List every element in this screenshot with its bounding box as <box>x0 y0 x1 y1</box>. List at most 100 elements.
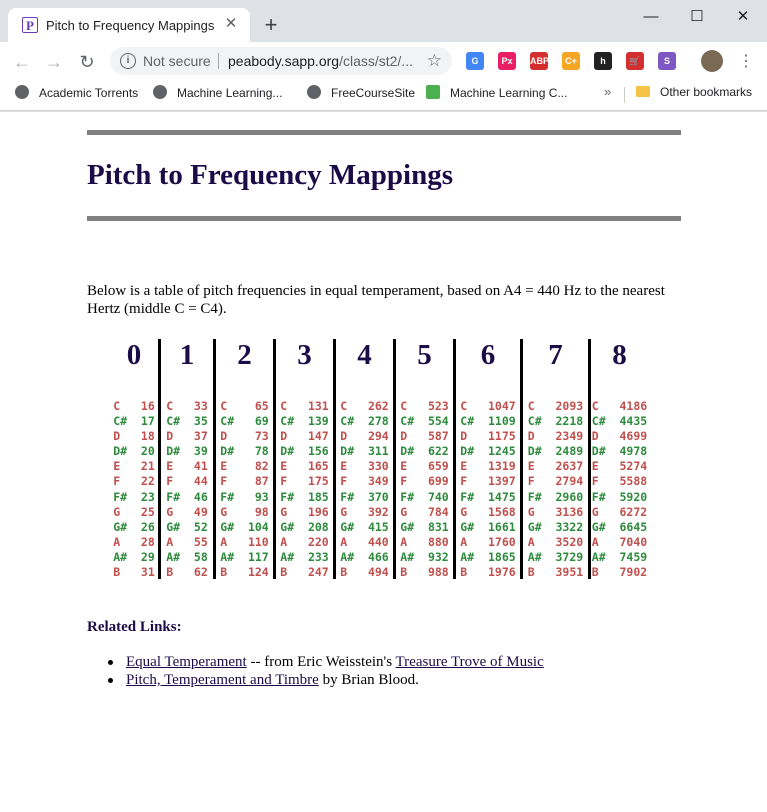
frequency-row: G 196 <box>280 504 329 519</box>
frequency-row: F# 5920 <box>591 489 648 504</box>
frequency-row: F# 370 <box>340 489 389 504</box>
browser-chrome: P Pitch to Frequency Mappings ✕ + — ☐ ✕ … <box>0 0 767 112</box>
frequency-row: B 124 <box>220 565 269 580</box>
avatar[interactable] <box>701 50 723 72</box>
bookmark-label: Other bookmarks <box>660 85 753 99</box>
bookmark-freecoursesite[interactable]: FreeCourseSite <box>307 85 415 100</box>
frequency-row: F# 740 <box>400 489 449 504</box>
forward-arrow-icon[interactable]: → <box>45 52 63 72</box>
new-tab-plus-icon[interactable]: + <box>264 12 278 37</box>
frequency-row: F 44 <box>166 474 208 489</box>
frequency-row: D 1175 <box>460 429 516 444</box>
address-bar[interactable]: i Not secure peabody.sapp.org/class/st2/… <box>110 47 452 75</box>
more-menu-icon[interactable]: ⋮ <box>738 53 754 70</box>
url-text[interactable]: peabody.sapp.org/class/st2/... <box>228 53 413 69</box>
frequency-row: A# 29 <box>113 549 155 564</box>
frequency-row: C 1047 <box>460 399 516 413</box>
frequency-row: D 294 <box>340 429 389 444</box>
address-separator <box>218 53 219 69</box>
frequency-row: G# 3322 <box>527 519 584 534</box>
frequency-row: A# 932 <box>400 549 449 564</box>
bookmark-machine-learning-course[interactable]: Machine Learning C... <box>426 85 567 100</box>
bookmarks-divider <box>624 87 625 103</box>
frequency-row: E 2637 <box>527 459 584 474</box>
close-icon[interactable]: ✕ <box>224 15 238 32</box>
frequency-row: C 523 <box>400 399 449 413</box>
frequency-row: A 55 <box>166 534 208 549</box>
folder-icon <box>636 86 650 97</box>
frequency-row: C# 554 <box>400 414 449 429</box>
frequency-row: C# 17 <box>113 414 155 429</box>
frequency-row: B 988 <box>400 565 449 580</box>
info-icon[interactable]: i <box>120 53 136 69</box>
other-bookmarks[interactable]: Other bookmarks <box>636 85 752 99</box>
frequency-row: G 98 <box>220 504 269 519</box>
frequency-row: F# 23 <box>113 489 155 504</box>
globe-icon <box>307 85 321 99</box>
frequency-list: C 262 C# 278 D 294 D# 311 E 330 F 349 F# 370 G … <box>336 399 393 580</box>
bookmarks-overflow-icon[interactable]: » <box>604 84 612 99</box>
h-extension-icon[interactable]: h <box>594 52 612 70</box>
cplus-extension-icon[interactable]: C+ <box>562 52 580 70</box>
pixijs-icon[interactable]: Px <box>498 52 516 70</box>
frequency-row: G# 26 <box>113 519 155 534</box>
reload-icon[interactable]: ↻ <box>79 52 95 72</box>
back-arrow-icon[interactable]: ← <box>13 52 31 72</box>
minimize-icon[interactable]: — <box>643 8 659 25</box>
frequency-row: D# 1245 <box>460 444 516 459</box>
bookmark-label: Machine Learning... <box>177 86 283 100</box>
frequency-row: G 1568 <box>460 504 516 519</box>
frequency-row: E 659 <box>400 459 449 474</box>
frequency-row: B 3951 <box>527 565 584 580</box>
cart-extension-icon[interactable]: 🛒 <box>626 52 644 70</box>
frequency-row: D 587 <box>400 429 449 444</box>
frequency-row: C 65 <box>220 399 269 413</box>
frequency-row: B 247 <box>280 565 329 580</box>
bookmark-star-icon[interactable]: ☆ <box>426 51 442 70</box>
tab-favicon-icon: P <box>22 17 38 33</box>
bookmark-machine-learning[interactable]: Machine Learning... <box>153 85 282 100</box>
bottom-rule <box>87 216 681 221</box>
pitch-temperament-timbre-link[interactable]: Pitch, Temperament and Timbre <box>126 672 319 688</box>
maximize-icon[interactable]: ☐ <box>690 8 704 25</box>
frequency-row: C# 4435 <box>591 414 648 429</box>
google-translate-icon[interactable]: G <box>466 52 484 70</box>
frequency-row: C# 35 <box>166 414 208 429</box>
window-close-icon[interactable]: ✕ <box>736 8 750 25</box>
frequency-row: C 2093 <box>527 399 584 413</box>
adblock-plus-icon[interactable]: ABP <box>530 52 549 70</box>
spiral-extension-icon[interactable]: S <box>658 52 676 70</box>
frequency-row: G# 6645 <box>591 519 648 534</box>
octave-column-1: 1 C 33 C# 35 D 37 D# 39 E 41 F 44 F# 46 G 49 G# 5… <box>158 339 213 579</box>
frequency-row: D 147 <box>280 429 329 444</box>
octave-number: 5 <box>417 339 432 371</box>
intro-text: Below is a table of pitch frequencies in… <box>87 283 665 317</box>
octave-number: 0 <box>126 339 142 371</box>
frequency-row: G 784 <box>400 504 449 519</box>
treasure-trove-link[interactable]: Treasure Trove of Music <box>395 654 544 670</box>
frequency-row: E 21 <box>113 459 155 474</box>
frequency-row: C 16 <box>113 399 155 413</box>
frequency-row: B 7902 <box>591 565 648 580</box>
frequency-row: G# 208 <box>280 519 329 534</box>
frequency-row: G# 1661 <box>460 519 516 534</box>
frequency-row: E 82 <box>220 459 269 474</box>
bookmark-label: Academic Torrents <box>39 86 139 100</box>
equal-temperament-link[interactable]: Equal Temperament <box>126 654 247 670</box>
page-title: Pitch to Frequency Mappings <box>87 159 453 191</box>
frequency-row: D 37 <box>166 429 208 444</box>
frequency-row: D# 2489 <box>527 444 584 459</box>
active-tab[interactable]: P Pitch to Frequency Mappings ✕ <box>8 8 250 42</box>
frequency-row: D# 39 <box>166 444 208 459</box>
frequency-list: C 4186 C# 4435 D 4699 D# 4978 E 5274 F 5588 F#… <box>591 399 648 580</box>
frequency-row: B 31 <box>113 565 155 580</box>
frequency-row: F 2794 <box>527 474 584 489</box>
octave-number: 3 <box>297 339 312 371</box>
bookmark-academic-torrents[interactable]: Academic Torrents <box>15 85 138 100</box>
frequency-row: G# 52 <box>166 519 208 534</box>
frequency-row: F# 46 <box>166 489 208 504</box>
frequency-row: A# 3729 <box>527 549 584 564</box>
frequency-row: C# 139 <box>280 414 329 429</box>
